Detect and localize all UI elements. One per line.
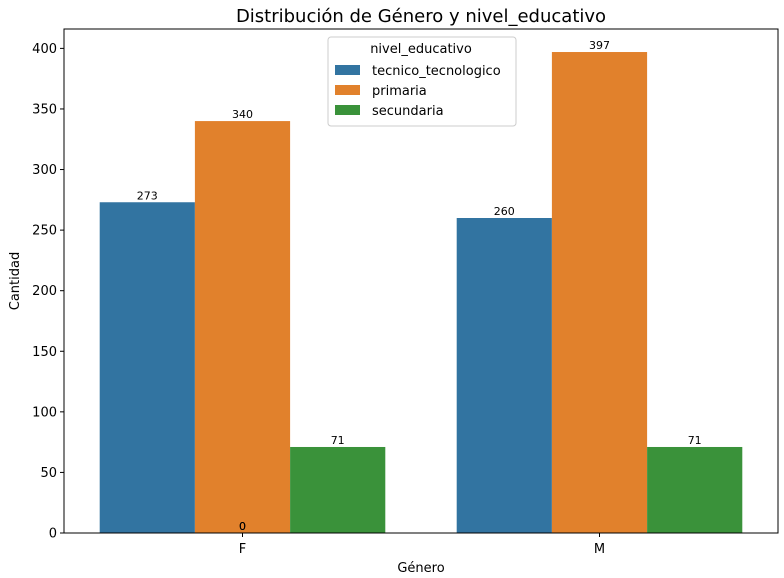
x-tick-label-M: M	[594, 542, 605, 557]
y-tick-label: 300	[32, 163, 57, 178]
y-tick-label: 350	[32, 102, 57, 117]
legend-label-primaria: primaria	[372, 84, 427, 99]
data-label-secundaria-M: 71	[688, 434, 702, 447]
bar-tecnico_tecnologico-F	[99, 202, 195, 533]
legend-swatch-primaria	[335, 85, 360, 95]
bar-primaria-F	[194, 121, 291, 534]
chart-title: Distribución de Género y nivel_educativo	[236, 6, 606, 27]
data-label-primaria-M: 397	[589, 39, 610, 52]
legend-title: nivel_educativo	[370, 42, 472, 57]
bar-secundaria-F	[290, 446, 386, 533]
y-tick-label: 150	[32, 345, 57, 360]
data-label-zero: 0	[239, 520, 246, 533]
y-tick-label: 200	[32, 284, 57, 299]
bars-group	[99, 52, 743, 534]
plot-frame	[63, 28, 779, 534]
x-axis-title: Género	[397, 561, 444, 576]
data-label-tecnico_tecnologico-F: 273	[137, 189, 158, 202]
y-tick-label: 0	[49, 527, 57, 542]
data-label-zero: 0	[239, 520, 246, 533]
legend-swatch-secundaria	[335, 105, 360, 115]
legend: nivel_educativo tecnico_tecnologicoprima…	[327, 36, 517, 127]
legend-label-tecnico_tecnologico: tecnico_tecnologico	[372, 64, 501, 79]
bar-primaria-M	[551, 52, 648, 534]
legend-box	[327, 36, 517, 127]
bar-secundaria-M	[647, 446, 743, 533]
y-tick-label: 100	[32, 405, 57, 420]
data-label-tecnico_tecnologico-M: 260	[494, 205, 515, 218]
y-tick-label: 50	[40, 466, 57, 481]
y-tick-label: 250	[32, 224, 57, 239]
legend-swatch-tecnico_tecnologico	[335, 65, 360, 75]
data-label-secundaria-F: 71	[331, 434, 345, 447]
y-axis-title: Cantidad	[8, 252, 23, 310]
x-tick-label-F: F	[239, 542, 246, 557]
legend-label-secundaria: secundaria	[372, 104, 444, 119]
y-axis: 0 50 100 150 200 250 300 350 400	[32, 42, 64, 542]
data-label-primaria-F: 340	[232, 108, 253, 121]
y-tick-label: 400	[32, 42, 57, 57]
bar-tecnico_tecnologico-M	[456, 218, 552, 533]
